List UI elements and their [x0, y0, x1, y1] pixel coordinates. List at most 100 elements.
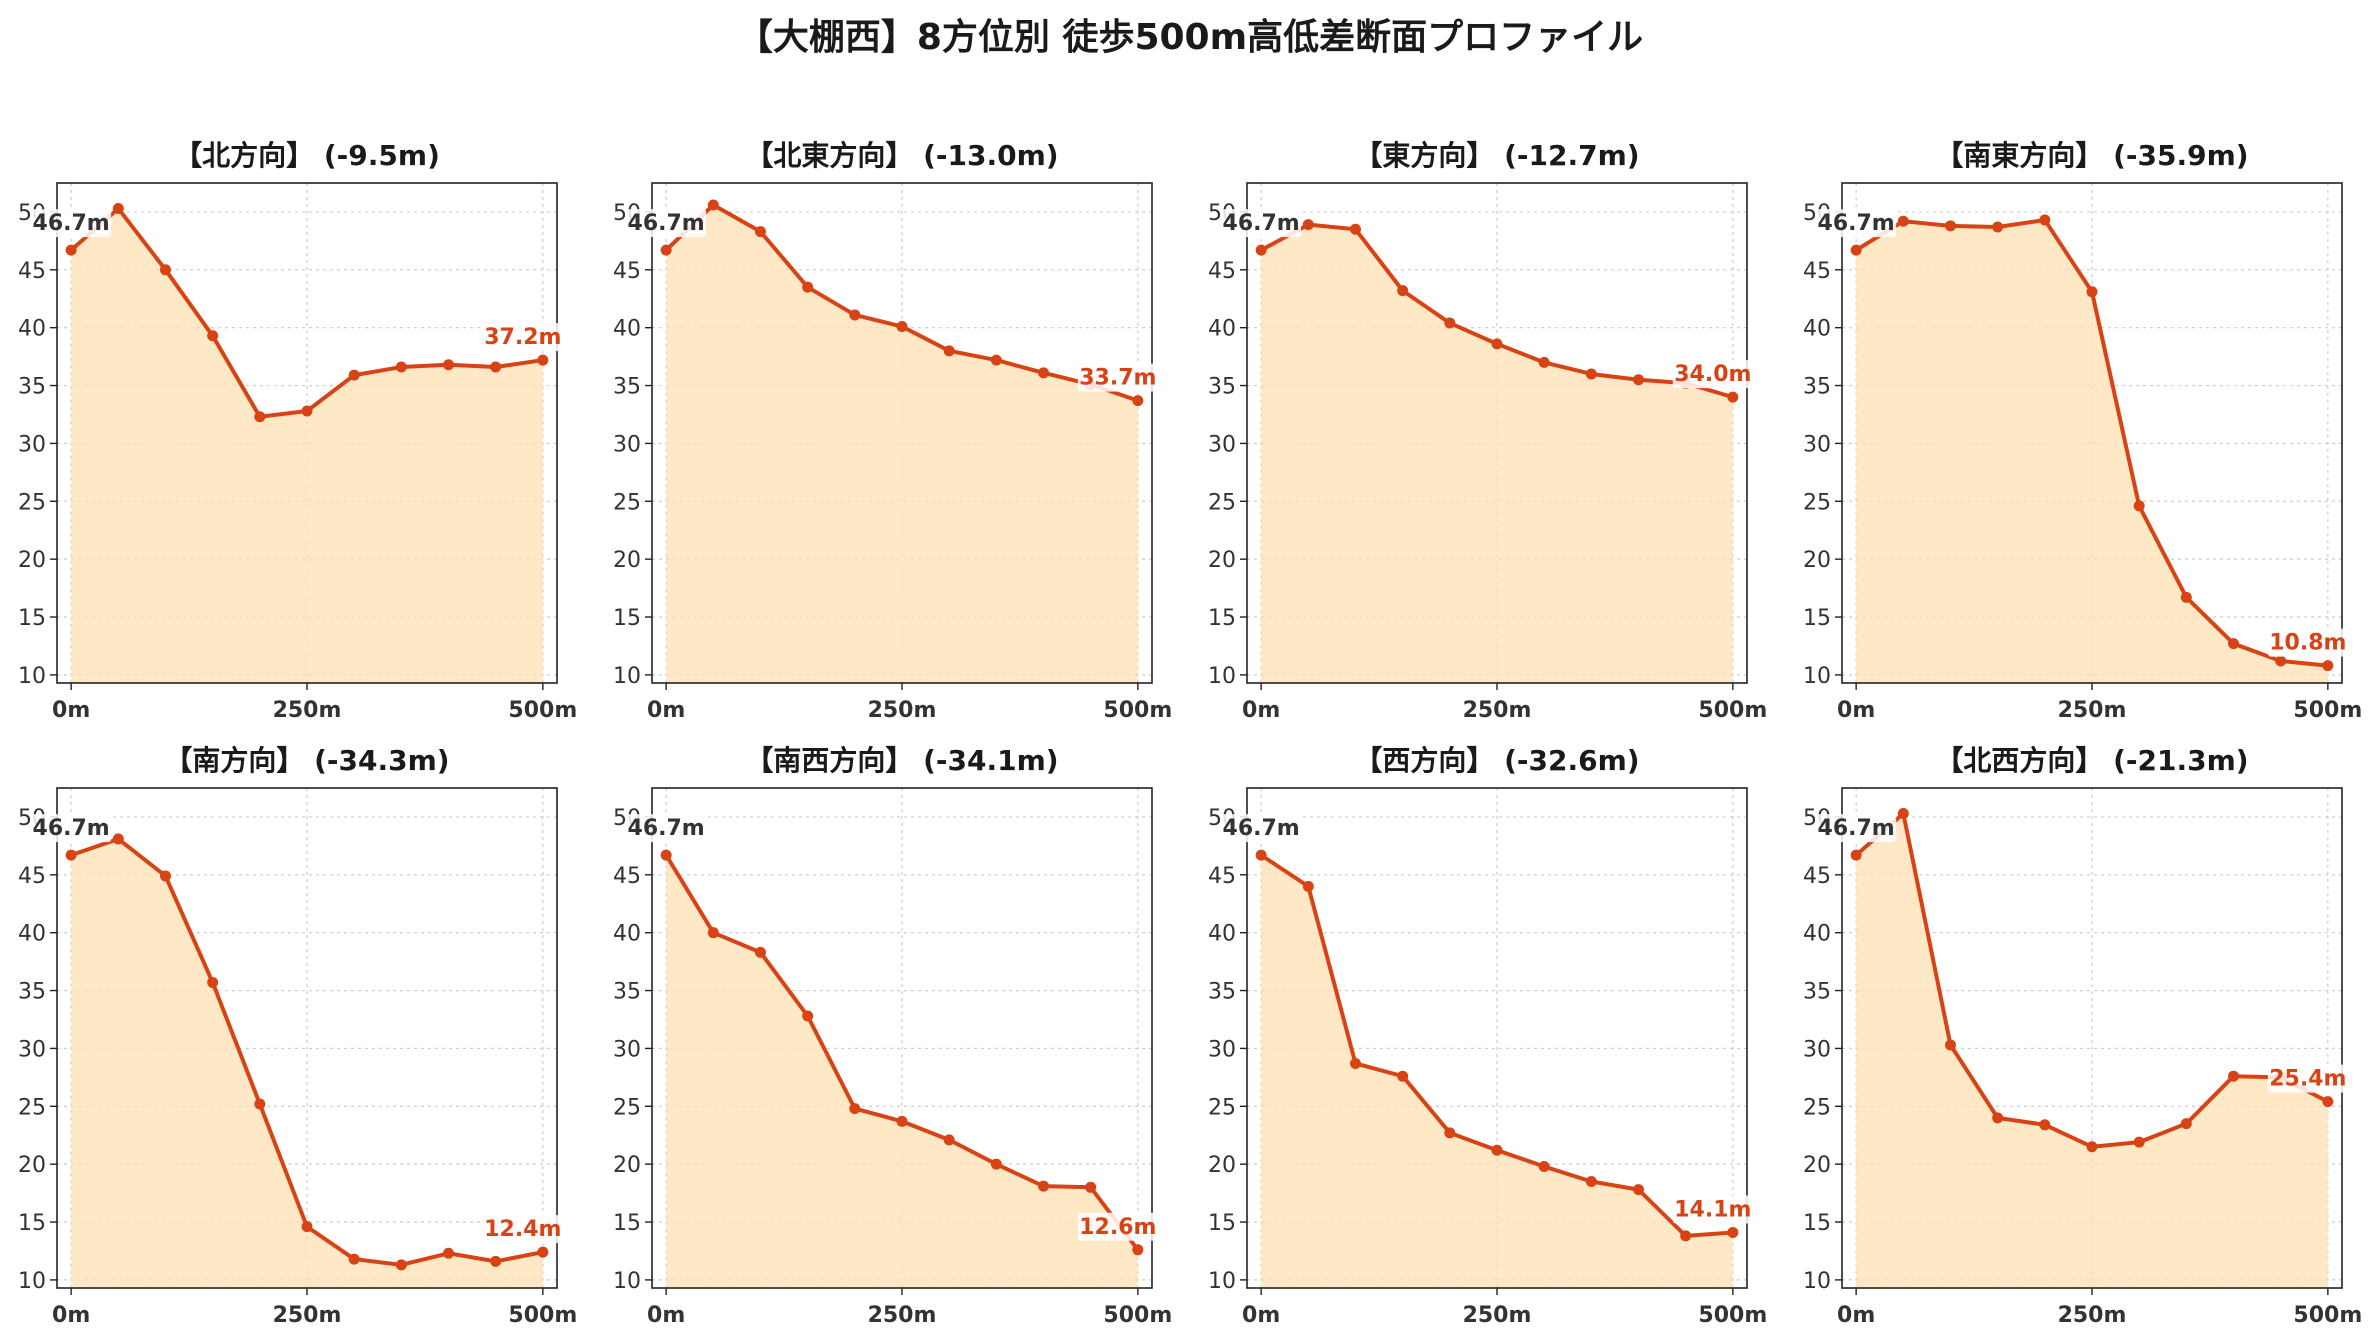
y-tick-label: 10	[613, 664, 641, 689]
y-tick-label: 20	[613, 548, 641, 573]
start-label-box	[31, 814, 112, 843]
y-tick-label: 35	[613, 980, 641, 1005]
data-point	[301, 405, 313, 417]
y-tick-label: 20	[613, 1153, 641, 1178]
panel-5: 【南方向】 (-34.3m)1015202530354045500m250m50…	[18, 744, 577, 1328]
y-tick-label: 35	[1208, 375, 1236, 400]
x-tick-label: 0m	[1242, 1303, 1280, 1328]
figure-title: 【大棚西】8方位別 徒歩500m高低差断面プロファイル	[736, 17, 1644, 58]
data-point	[254, 1098, 266, 1110]
y-tick-label: 40	[18, 922, 46, 947]
y-tick-label: 25	[613, 490, 641, 515]
data-point	[943, 1134, 955, 1146]
y-tick-label: 15	[1208, 1211, 1236, 1236]
data-point	[1349, 1057, 1361, 1069]
data-point	[1132, 1244, 1144, 1256]
data-point	[2180, 591, 2192, 603]
panel-title: 【東方向】 (-12.7m)	[1354, 139, 1639, 172]
x-tick-label: 500m	[508, 1303, 577, 1328]
data-point	[1633, 1184, 1645, 1196]
data-point	[660, 849, 672, 861]
end-label-box	[1672, 1195, 1753, 1224]
data-point	[1585, 368, 1597, 380]
y-tick-label: 35	[1803, 375, 1831, 400]
elevation-area	[666, 855, 1138, 1288]
data-point	[1302, 880, 1314, 892]
data-point	[990, 1158, 1002, 1170]
x-tick-label: 500m	[1103, 698, 1172, 723]
data-point	[112, 202, 124, 214]
data-point	[2086, 1141, 2098, 1153]
start-elevation-label: 46.7m	[1818, 211, 1895, 236]
start-label-box	[626, 209, 707, 238]
y-tick-label: 45	[1803, 259, 1831, 284]
elevation-area	[1261, 855, 1733, 1288]
y-tick-label: 10	[1208, 664, 1236, 689]
y-tick-label: 25	[1208, 490, 1236, 515]
y-tick-label: 40	[613, 922, 641, 947]
data-point	[537, 354, 549, 366]
panel-3: 【東方向】 (-12.7m)1015202530354045500m250m50…	[1208, 139, 1767, 723]
data-point	[707, 927, 719, 939]
panel-title: 【南方向】 (-34.3m)	[164, 744, 449, 777]
start-elevation-label: 46.7m	[1818, 816, 1895, 841]
y-tick-label: 35	[18, 980, 46, 1005]
x-tick-label: 500m	[2293, 698, 2362, 723]
data-point	[2039, 214, 2051, 226]
panel-2: 【北東方向】 (-13.0m)1015202530354045500m250m5…	[613, 139, 1172, 723]
y-tick-label: 45	[1208, 259, 1236, 284]
start-label-box	[1816, 814, 1897, 843]
x-tick-label: 500m	[1698, 698, 1767, 723]
start-label-box	[1221, 814, 1302, 843]
data-point	[1132, 395, 1144, 407]
data-point	[443, 1247, 455, 1259]
y-tick-label: 30	[1208, 432, 1236, 457]
data-point	[490, 1255, 502, 1267]
end-label-box	[1077, 363, 1158, 392]
data-point	[849, 1103, 861, 1115]
data-point	[802, 1010, 814, 1022]
y-tick-label: 20	[18, 1153, 46, 1178]
y-tick-label: 45	[1208, 864, 1236, 889]
y-tick-label: 15	[613, 1211, 641, 1236]
data-point	[207, 330, 219, 342]
elevation-area	[666, 204, 1138, 684]
panel-1: 【北方向】 (-9.5m)1015202530354045500m250m500…	[18, 139, 577, 723]
y-tick-label: 25	[1803, 490, 1831, 515]
data-point	[754, 946, 766, 958]
data-point	[1944, 220, 1956, 232]
y-tick-label: 20	[18, 548, 46, 573]
data-point	[2228, 638, 2240, 650]
data-point	[1850, 244, 1862, 256]
data-point	[2322, 1096, 2334, 1108]
panel-4: 【南東方向】 (-35.9m)1015202530354045500m250m5…	[1803, 139, 2362, 723]
y-tick-label: 30	[613, 1037, 641, 1062]
data-point	[1538, 1160, 1550, 1172]
panel-7: 【西方向】 (-32.6m)1015202530354045500m250m50…	[1208, 744, 1767, 1328]
data-point	[1085, 1181, 1097, 1193]
x-tick-label: 250m	[273, 1303, 342, 1328]
x-tick-label: 500m	[2293, 1303, 2362, 1328]
data-point	[159, 870, 171, 882]
data-point	[1727, 1226, 1739, 1238]
y-tick-label: 40	[1208, 922, 1236, 947]
data-point	[1633, 374, 1645, 386]
data-point	[1491, 1144, 1503, 1156]
data-point	[2228, 1070, 2240, 1082]
y-tick-label: 10	[1803, 1269, 1831, 1294]
y-tick-label: 10	[1208, 1269, 1236, 1294]
data-point	[1349, 223, 1361, 235]
end-label-box	[482, 1215, 563, 1244]
data-point	[443, 359, 455, 371]
end-elevation-label: 12.6m	[1079, 1215, 1156, 1240]
panel-6: 【南西方向】 (-34.1m)1015202530354045500m250m5…	[613, 744, 1172, 1328]
data-point	[1538, 356, 1550, 368]
panel-title: 【南東方向】 (-35.9m)	[1935, 139, 2248, 172]
y-tick-label: 25	[18, 490, 46, 515]
start-elevation-label: 46.7m	[1223, 211, 1300, 236]
data-point	[254, 411, 266, 423]
y-tick-label: 20	[1208, 1153, 1236, 1178]
start-label-box	[31, 209, 112, 238]
y-tick-label: 10	[18, 664, 46, 689]
data-point	[537, 1246, 549, 1258]
